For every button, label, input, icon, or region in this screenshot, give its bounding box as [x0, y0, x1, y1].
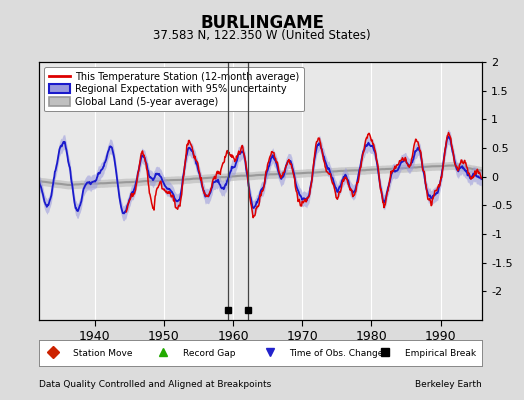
Text: Berkeley Earth: Berkeley Earth — [416, 380, 482, 389]
Text: Station Move: Station Move — [72, 348, 132, 358]
Text: Record Gap: Record Gap — [183, 348, 236, 358]
Text: BURLINGAME: BURLINGAME — [200, 14, 324, 32]
Text: Time of Obs. Change: Time of Obs. Change — [289, 348, 384, 358]
Text: 37.583 N, 122.350 W (United States): 37.583 N, 122.350 W (United States) — [153, 30, 371, 42]
Text: Empirical Break: Empirical Break — [405, 348, 476, 358]
Legend: This Temperature Station (12-month average), Regional Expectation with 95% uncer: This Temperature Station (12-month avera… — [44, 67, 304, 112]
Text: Data Quality Controlled and Aligned at Breakpoints: Data Quality Controlled and Aligned at B… — [39, 380, 271, 389]
